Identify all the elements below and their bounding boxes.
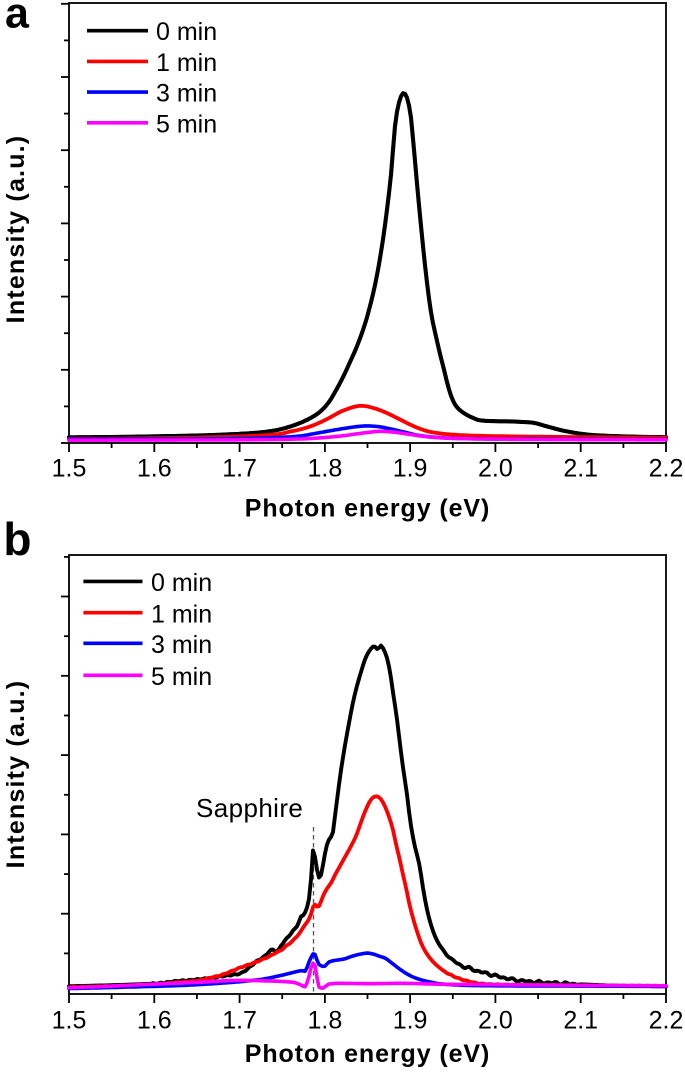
- svg-text:1 min: 1 min: [156, 49, 217, 77]
- svg-text:1.6: 1.6: [137, 1007, 172, 1035]
- svg-text:3 min: 3 min: [151, 631, 212, 659]
- svg-text:2.2: 2.2: [649, 1007, 684, 1035]
- svg-text:Intensity (a.u.): Intensity (a.u.): [2, 680, 30, 869]
- svg-text:Photon energy (eV): Photon energy (eV): [245, 495, 490, 523]
- svg-text:1.8: 1.8: [308, 1007, 343, 1035]
- svg-text:5 min: 5 min: [151, 663, 212, 691]
- svg-text:b: b: [3, 513, 31, 565]
- svg-text:1.9: 1.9: [393, 1007, 428, 1035]
- svg-text:1 min: 1 min: [151, 601, 212, 629]
- svg-text:2.0: 2.0: [478, 1007, 513, 1035]
- svg-text:2.2: 2.2: [649, 455, 684, 483]
- svg-text:1.7: 1.7: [222, 1007, 257, 1035]
- svg-text:1.6: 1.6: [137, 455, 172, 483]
- svg-text:2.1: 2.1: [563, 1007, 598, 1035]
- svg-text:5 min: 5 min: [156, 110, 217, 138]
- svg-text:a: a: [5, 0, 30, 37]
- svg-text:0 min: 0 min: [156, 18, 217, 46]
- svg-text:1.5: 1.5: [52, 455, 87, 483]
- svg-text:1.5: 1.5: [52, 1007, 87, 1035]
- svg-text:Sapphire: Sapphire: [196, 793, 303, 823]
- svg-text:2.1: 2.1: [563, 455, 598, 483]
- svg-text:Photon energy (eV): Photon energy (eV): [245, 1040, 490, 1068]
- svg-text:1.7: 1.7: [222, 455, 257, 483]
- svg-text:1.9: 1.9: [393, 455, 428, 483]
- svg-text:0 min: 0 min: [151, 569, 212, 597]
- svg-text:1.8: 1.8: [308, 455, 343, 483]
- svg-text:Intensity (a.u.): Intensity (a.u.): [2, 135, 30, 324]
- svg-text:2.0: 2.0: [478, 455, 513, 483]
- svg-text:3 min: 3 min: [156, 80, 217, 108]
